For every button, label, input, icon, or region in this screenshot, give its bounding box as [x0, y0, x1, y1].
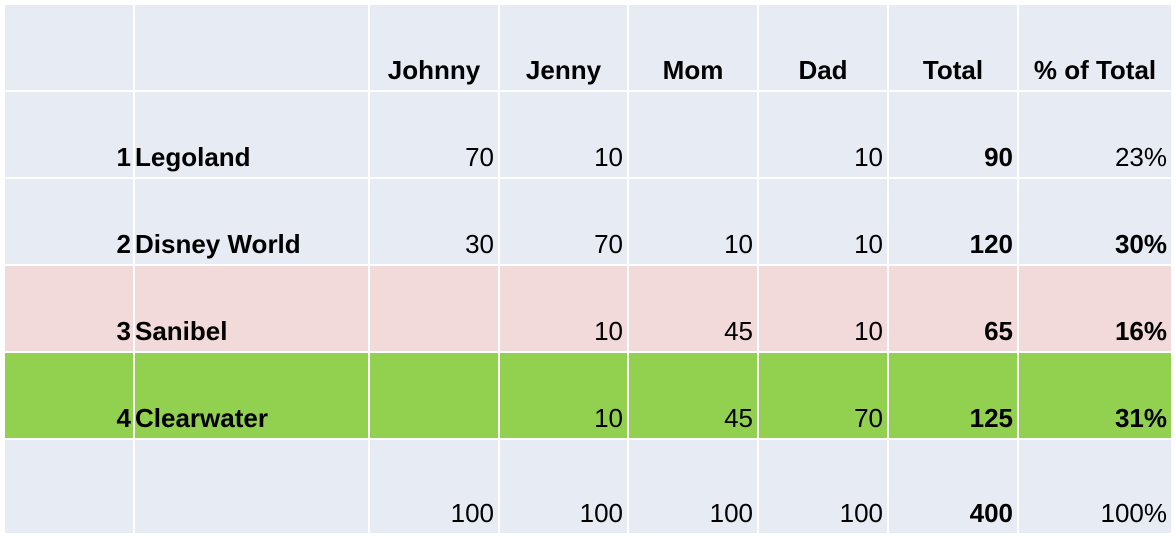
header-blank-name[interactable]	[135, 5, 370, 90]
mom-total-cell[interactable]: 100	[629, 440, 759, 533]
pct-cell[interactable]: 31%	[1019, 353, 1171, 438]
header-johnny[interactable]: Johnny	[370, 5, 500, 90]
dad-cell[interactable]: 10	[759, 179, 889, 264]
grand-pct-cell[interactable]: 100%	[1019, 440, 1171, 533]
rank-cell[interactable]: 2	[5, 179, 135, 264]
jenny-cell[interactable]: 10	[500, 353, 629, 438]
mom-cell[interactable]: 45	[629, 353, 759, 438]
mom-cell[interactable]	[629, 92, 759, 177]
totals-row: 100 100 100 100 400 100%	[5, 440, 1171, 533]
pct-cell[interactable]: 16%	[1019, 266, 1171, 351]
johnny-cell[interactable]: 70	[370, 92, 500, 177]
johnny-cell[interactable]	[370, 266, 500, 351]
dad-cell[interactable]: 10	[759, 92, 889, 177]
table-row: 2 Disney World 30 70 10 10 120 30%	[5, 179, 1171, 264]
rank-cell[interactable]: 1	[5, 92, 135, 177]
header-mom[interactable]: Mom	[629, 5, 759, 90]
pct-cell[interactable]: 23%	[1019, 92, 1171, 177]
jenny-cell[interactable]: 10	[500, 266, 629, 351]
total-cell[interactable]: 120	[889, 179, 1019, 264]
mom-cell[interactable]: 10	[629, 179, 759, 264]
table-row: 1 Legoland 70 10 10 90 23%	[5, 92, 1171, 177]
header-jenny[interactable]: Jenny	[500, 5, 629, 90]
total-cell[interactable]: 65	[889, 266, 1019, 351]
rank-cell[interactable]: 4	[5, 353, 135, 438]
grand-total-cell[interactable]: 400	[889, 440, 1019, 533]
header-pct-total[interactable]: % of Total	[1019, 5, 1171, 90]
header-blank-rank[interactable]	[5, 5, 135, 90]
vote-table: Johnny Jenny Mom Dad Total % of Total 1 …	[5, 5, 1171, 535]
rank-cell[interactable]: 3	[5, 266, 135, 351]
dad-cell[interactable]: 10	[759, 266, 889, 351]
johnny-total-cell[interactable]: 100	[370, 440, 500, 533]
pct-cell[interactable]: 30%	[1019, 179, 1171, 264]
total-cell[interactable]: 125	[889, 353, 1019, 438]
johnny-cell[interactable]	[370, 353, 500, 438]
dad-total-cell[interactable]: 100	[759, 440, 889, 533]
totals-blank-rank[interactable]	[5, 440, 135, 533]
jenny-total-cell[interactable]: 100	[500, 440, 629, 533]
dad-cell[interactable]: 70	[759, 353, 889, 438]
header-total[interactable]: Total	[889, 5, 1019, 90]
header-dad[interactable]: Dad	[759, 5, 889, 90]
destination-cell[interactable]: Disney World	[135, 179, 370, 264]
table-row: 3 Sanibel 10 45 10 65 16%	[5, 266, 1171, 351]
destination-cell[interactable]: Sanibel	[135, 266, 370, 351]
mom-cell[interactable]: 45	[629, 266, 759, 351]
total-cell[interactable]: 90	[889, 92, 1019, 177]
johnny-cell[interactable]: 30	[370, 179, 500, 264]
destination-cell[interactable]: Legoland	[135, 92, 370, 177]
jenny-cell[interactable]: 10	[500, 92, 629, 177]
table-row: 4 Clearwater 10 45 70 125 31%	[5, 353, 1171, 438]
jenny-cell[interactable]: 70	[500, 179, 629, 264]
header-row: Johnny Jenny Mom Dad Total % of Total	[5, 5, 1171, 90]
totals-blank-name[interactable]	[135, 440, 370, 533]
destination-cell[interactable]: Clearwater	[135, 353, 370, 438]
